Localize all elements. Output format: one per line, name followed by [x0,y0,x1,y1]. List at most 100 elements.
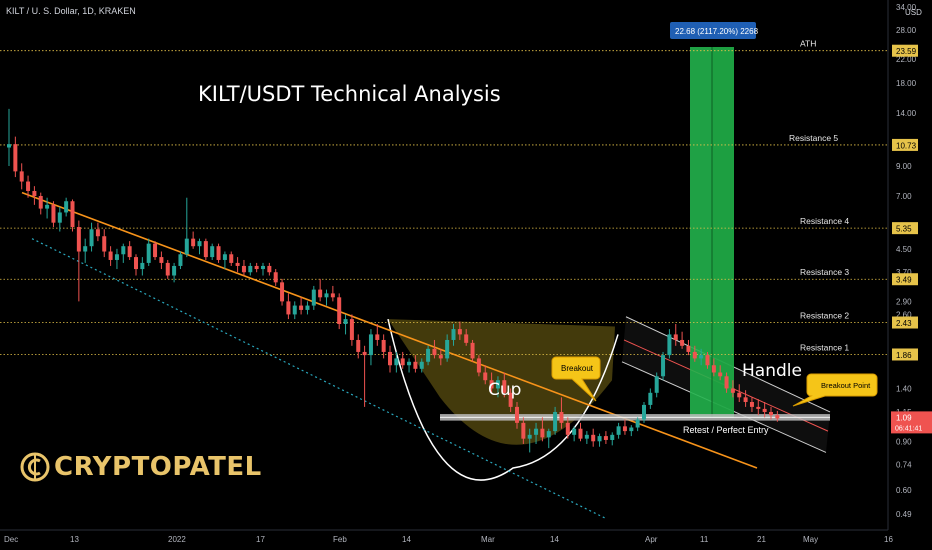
price-tag-bg-0 [892,44,918,57]
breakout-callout-bubble [551,356,601,402]
candle [692,345,697,362]
candle [616,422,621,439]
candle-body [711,365,716,373]
candle [400,351,405,369]
candle [635,417,640,432]
candle-body [515,406,519,423]
candle-body [178,254,183,266]
candle [299,297,304,315]
price-tag-text-1: 10.73 [896,141,917,150]
candle-body [57,212,62,223]
candle [127,241,132,260]
candle [559,397,564,429]
candle-body [635,419,640,428]
price-tag-text-4: 2.43 [896,319,912,328]
candle [368,329,373,366]
candle-body [419,361,424,369]
candle [197,238,202,255]
candle-body [622,426,627,432]
brand-logo: CRYPTOPATEL [20,449,262,485]
x-tick-label: Mar [481,535,495,544]
candle-body [210,246,215,258]
resistance-label-2: Resistance 4 [800,216,849,226]
candle-body [280,282,285,302]
candle-body [737,392,742,398]
candle [540,417,545,442]
candle [565,417,570,439]
candle [775,410,780,422]
cup-label: Cup [488,380,521,400]
candle-body [476,358,481,373]
candle [13,136,18,178]
handle-label: Handle [742,361,802,381]
price-tag-text-2: 5.35 [896,225,912,234]
y-tick-label: 2.60 [896,310,912,319]
resistance-label-1: Resistance 5 [789,133,838,143]
x-tick-label: Feb [333,535,347,544]
candle-body [114,254,119,260]
candle-body [299,305,304,310]
candle [337,293,342,330]
y-tick-label: 14.00 [896,109,917,118]
candle-body [273,272,278,283]
candle [26,175,31,198]
candle-body [642,404,646,420]
candle-body [730,388,735,393]
candle-body [680,339,685,346]
candle-body [673,334,678,340]
candle [699,348,704,366]
candle [572,426,577,442]
price-tag-bg-5 [892,348,918,361]
candle-body [146,243,151,263]
candle-body [311,289,316,306]
candle [57,206,62,232]
candle [508,388,513,412]
candle-body [597,436,602,442]
candle [527,428,532,453]
candle-body [267,265,272,273]
candle [470,339,475,362]
candle-body [578,428,583,439]
candle [191,231,196,249]
price-tag-bg-2 [892,222,918,235]
candle-body [775,415,780,419]
target-tag-text: 22.68 (2117.20%) 2268 [675,27,759,36]
y-tick-label: 0.49 [896,510,912,519]
candle [83,238,88,263]
candle-body [540,428,545,438]
candle-body [165,262,170,276]
y-tick-label: 2.90 [896,297,912,306]
candle [705,351,710,369]
candle-body [616,426,621,435]
x-tick-label: 11 [700,535,709,544]
candle-body [64,201,69,213]
candle-body [38,195,43,209]
current-price-tag [891,411,932,434]
candle-body [502,380,507,393]
resistance-label-0: ATH [800,39,816,49]
candle-body [191,238,196,247]
candle [121,243,126,263]
candle-body [686,345,691,352]
candle [457,321,462,340]
candle-body [7,144,11,148]
x-tick-label: 13 [70,535,79,544]
candle-body [121,246,126,255]
candle-body [235,262,240,266]
candle [254,262,259,273]
candle [489,372,494,393]
candle-body [591,434,596,442]
candle [388,345,392,373]
candle [178,251,183,270]
retest-label: Retest / Perfect Entry [683,425,769,435]
descending-trendline [21,191,758,469]
candle-body [629,427,634,432]
candle-body [229,254,234,263]
candle [553,406,558,435]
y-tick-label: 18.00 [896,79,917,88]
candle [426,345,431,366]
y-tick-label: 0.90 [896,437,912,446]
candle [203,238,208,260]
target-tag-bg [670,22,756,39]
